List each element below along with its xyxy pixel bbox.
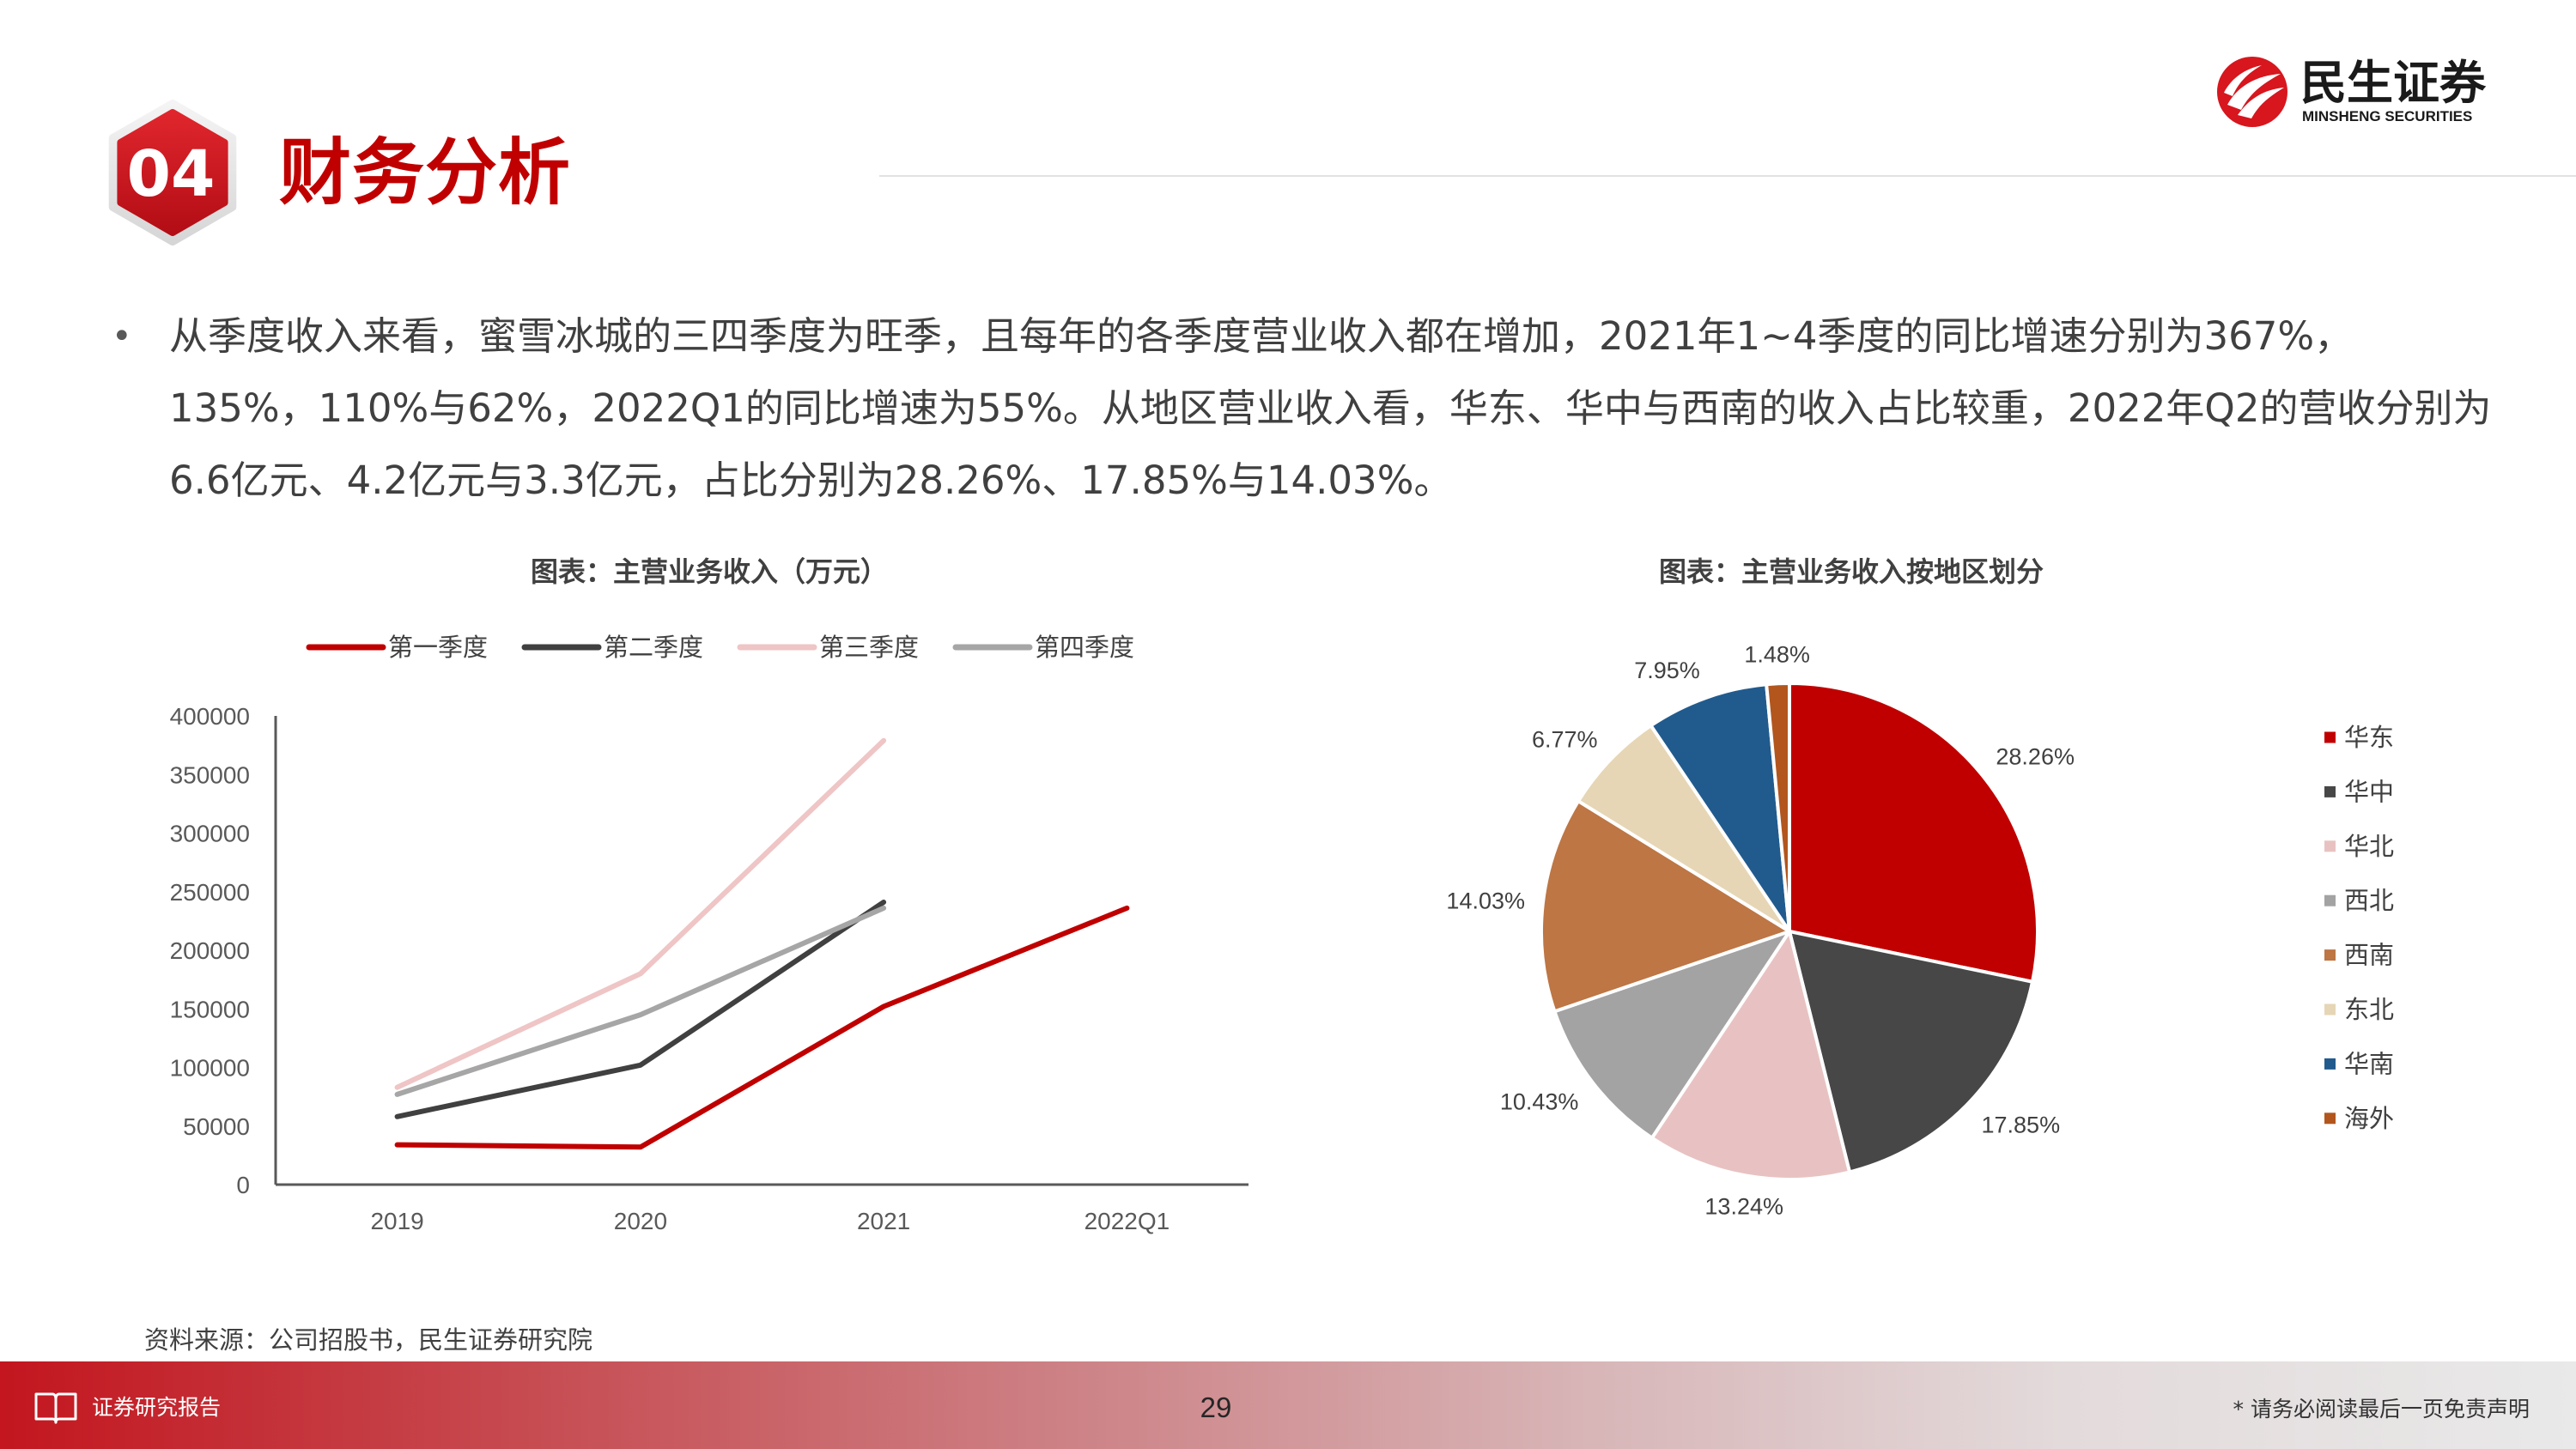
legend-item: 第一季度: [306, 633, 488, 662]
legend-label: 海外: [2344, 1104, 2394, 1133]
pie-slice: [1552, 930, 1791, 1140]
disclaimer-note: * 请务必阅读最后一页免责声明: [2233, 1397, 2530, 1422]
legend-item: 第三季度: [737, 633, 919, 662]
brand-name-cn: 民生证券: [2300, 56, 2486, 110]
series-line-4: [394, 905, 887, 1097]
section-title: 财务分析: [279, 130, 572, 215]
legend-item: 海外: [2324, 1104, 2394, 1133]
y-tick-label: 250000: [170, 879, 250, 906]
summary-line: 6.6亿元、4.2亿元与3.3亿元，占比分别为28.26%、17.85%与14.…: [169, 458, 1453, 503]
x-tick-label: 2022Q1: [1084, 1208, 1170, 1234]
pie-data-label: 17.85%: [1982, 1113, 2061, 1138]
bullet-point: •: [112, 317, 132, 356]
x-tick-label: 2020: [614, 1208, 667, 1234]
footer-bar: 证券研究报告 29 * 请务必阅读最后一页免责声明: [0, 1361, 2576, 1449]
legend-item: 华东: [2324, 723, 2394, 752]
legend-swatch: [2324, 1003, 2336, 1016]
legend-swatch: [2324, 1058, 2336, 1070]
section-number: 04: [127, 137, 216, 211]
legend-item: 华中: [2324, 777, 2394, 806]
y-tick-label: 150000: [170, 996, 250, 1022]
line-chart-canvas: 0 50000 100000 150000 200000 250000 300000 3500…: [170, 633, 1249, 1234]
legend-item: 西南: [2324, 941, 2394, 970]
legend-item: 西北: [2324, 886, 2394, 915]
y-tick-label: 50000: [183, 1113, 250, 1140]
legend-swatch: [2324, 785, 2336, 797]
y-tick-label: 300000: [170, 821, 250, 847]
badge-hexagon: [117, 109, 228, 236]
legend-item: 第四季度: [952, 633, 1134, 662]
legend-label: 华南: [2344, 1049, 2394, 1078]
legend-label: 华北: [2344, 832, 2394, 861]
legend-swatch: [2324, 894, 2336, 906]
chart-title: 图表：主营业务收入按地区划分: [1658, 555, 2044, 588]
pie-data-label: 13.24%: [1704, 1193, 1783, 1219]
summary-line: 从季度收入来看，蜜雪冰城的三四季度为旺季，且每年的各季度营业收入都在增加，202…: [169, 313, 2354, 359]
legend-item: 华南: [2324, 1049, 2394, 1078]
pie-data-label: 28.26%: [1996, 744, 2075, 770]
y-tick-label: 350000: [170, 761, 250, 788]
legend-item: 第二季度: [521, 633, 703, 662]
legend-label: 西南: [2344, 941, 2394, 970]
pie-data-label: 7.95%: [1634, 658, 1700, 683]
revenue-line-chart: 图表：主营业务收入（万元） 0 50000 100000 150000 200000 25…: [0, 532, 1340, 1305]
y-tick-label: 200000: [170, 937, 250, 964]
region-pie-chart: 图表：主营业务收入按地区划分 28.26% 17.85% 13.24% 10.43% 1…: [1340, 532, 2576, 1305]
x-tick-label: 2019: [370, 1208, 423, 1234]
pie-slice: [1765, 682, 1791, 933]
pie-slice: [1649, 682, 1791, 933]
brand-name-en: MINSHENG SECURITIES: [2302, 108, 2473, 124]
header-divider: [879, 175, 2576, 177]
pie-slice: [1788, 930, 2034, 1174]
section-badge: 04: [108, 100, 237, 246]
pie-chart-canvas: 28.26% 17.85% 13.24% 10.43% 14.03% 6.77% 7.95%…: [1446, 641, 2394, 1219]
legend-label: 华中: [2344, 777, 2394, 806]
legend-label: 第三季度: [819, 633, 919, 662]
series-line-2: [394, 900, 887, 1119]
legend-swatch: [2324, 1113, 2336, 1125]
chart-title: 图表：主营业务收入（万元）: [530, 555, 888, 588]
pie-slice: [1577, 724, 1791, 933]
report-type-label: 证券研究报告: [92, 1395, 222, 1420]
y-tick-label: 0: [236, 1172, 250, 1198]
legend-item: 东北: [2324, 995, 2394, 1024]
pie-data-label: 6.77%: [1532, 727, 1598, 753]
source-note: 资料来源：公司招股书，民生证券研究院: [144, 1325, 593, 1355]
summary-line: 135%，110%与62%，2022Q1的同比增速为55%。从地区营业收入看，华…: [169, 385, 2492, 431]
legend-swatch: [2324, 840, 2336, 852]
legend-label: 西北: [2344, 886, 2394, 915]
legend-label: 第二季度: [604, 633, 703, 662]
minsheng-logo-icon: [2217, 57, 2287, 127]
book-icon: [34, 1392, 77, 1424]
pie-slice: [1788, 682, 2039, 984]
legend-swatch: [2324, 949, 2336, 961]
series-line-1: [394, 905, 1130, 1150]
x-tick-label: 2021: [857, 1208, 910, 1234]
page-number: 29: [1200, 1391, 1232, 1423]
pie-data-label: 10.43%: [1500, 1089, 1579, 1115]
pie-slice: [1540, 799, 1791, 1014]
legend-item: 华北: [2324, 832, 2394, 861]
pie-slice: [1649, 930, 1852, 1182]
legend-label: 东北: [2344, 995, 2394, 1024]
y-tick-label: 400000: [170, 703, 250, 730]
legend-label: 第四季度: [1035, 633, 1134, 662]
legend-swatch: [2324, 731, 2336, 743]
legend-label: 第一季度: [388, 633, 488, 662]
legend-label: 华东: [2344, 723, 2394, 752]
summary-paragraph: 从季度收入来看，蜜雪冰城的三四季度为旺季，且每年的各季度营业收入都在增加，202…: [169, 300, 2492, 517]
pie-data-label: 1.48%: [1744, 641, 1810, 667]
pie-data-label: 14.03%: [1446, 888, 1525, 914]
series-line-3: [394, 737, 887, 1090]
y-tick-label: 100000: [170, 1055, 250, 1082]
